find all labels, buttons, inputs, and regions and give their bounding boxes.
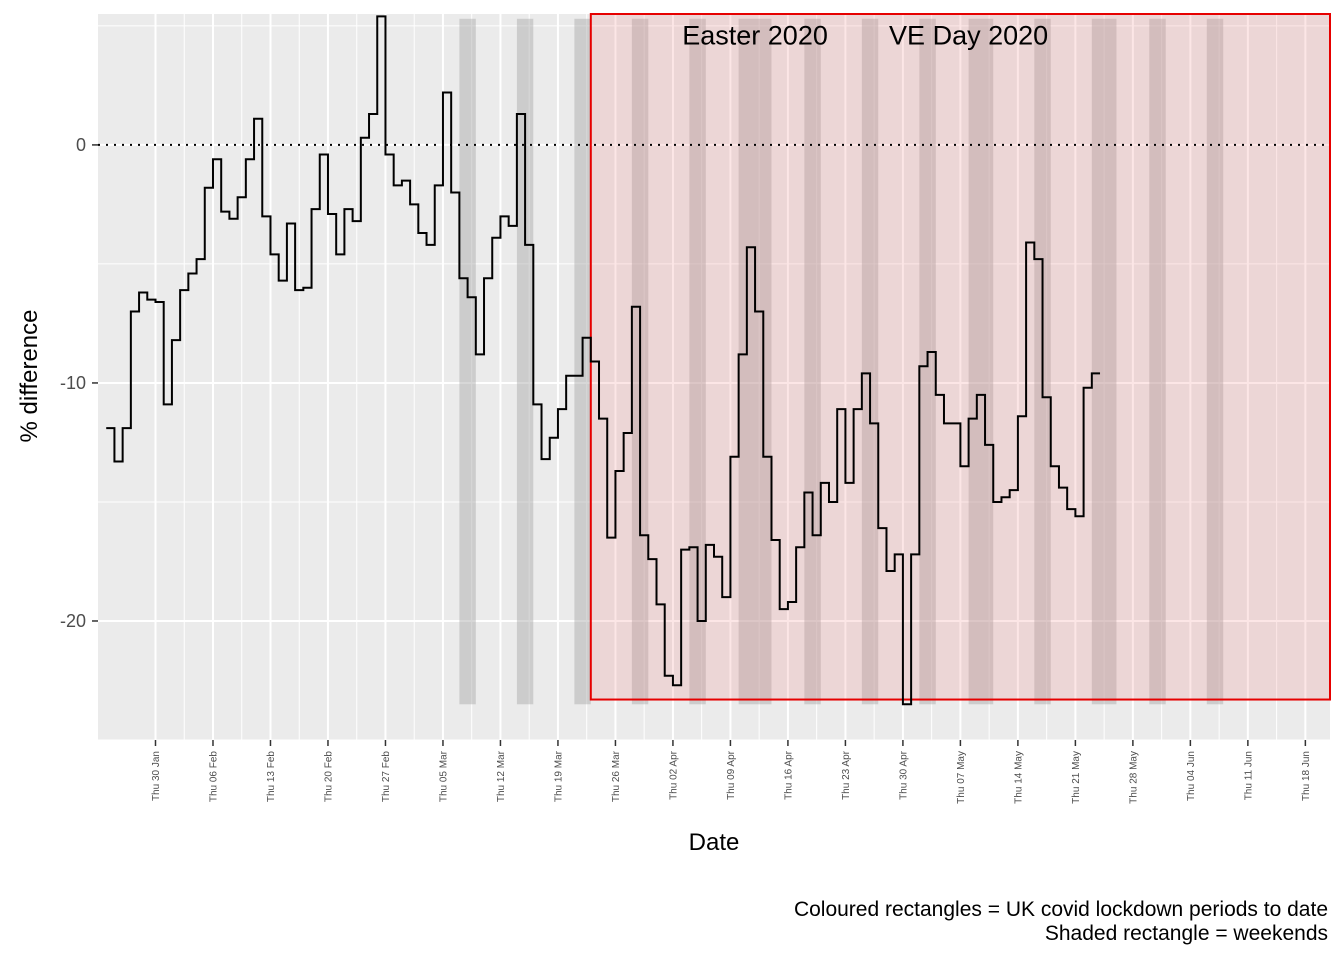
annotations: Easter 2020 VE Day 2020 xyxy=(682,20,1048,50)
caption-line-1: Coloured rectangles = UK covid lockdown … xyxy=(794,898,1328,921)
weekend-rect xyxy=(1149,18,1166,705)
weekend-rect xyxy=(738,18,772,705)
x-tick-label: Thu 11 Jun xyxy=(1243,751,1254,800)
y-axis: 0 -10 -20 xyxy=(60,135,98,631)
weekend-rect xyxy=(861,18,879,705)
caption-line-2: Shaded rectangle = weekends xyxy=(1045,922,1328,945)
x-tick-label: Thu 30 Jan xyxy=(151,751,162,801)
minor-gridlines xyxy=(98,14,1330,741)
y-tick-label: 0 xyxy=(76,135,86,155)
weekend-rect xyxy=(689,18,706,705)
y-axis-title: % difference xyxy=(16,310,43,443)
weekend-rect xyxy=(804,18,821,705)
x-tick-label: Thu 16 Apr xyxy=(783,750,794,800)
x-tick-label: Thu 12 Mar xyxy=(496,750,507,802)
x-tick-label: Thu 13 Feb xyxy=(266,751,277,803)
x-axis: Thu 30 Jan Thu 06 Feb Thu 13 Feb Thu 20 Feb… xyxy=(151,740,1312,804)
x-tick-label: Thu 05 Mar xyxy=(438,750,449,802)
x-tick-label: Thu 20 Feb xyxy=(323,751,334,803)
x-tick-label: Thu 21 May xyxy=(1071,751,1082,804)
y-tick-label: -20 xyxy=(60,611,86,631)
x-tick-label: Thu 27 Feb xyxy=(381,751,392,803)
weekend-rect xyxy=(1206,18,1224,705)
y-tick-label: -10 xyxy=(60,373,86,393)
x-axis-title: Date xyxy=(689,829,740,856)
x-tick-label: Thu 19 Mar xyxy=(553,750,564,802)
x-tick-label: Thu 06 Feb xyxy=(208,751,219,803)
plot-panel xyxy=(98,14,1330,740)
x-tick-label: Thu 30 Apr xyxy=(898,750,909,800)
series-step-line xyxy=(106,15,1101,706)
x-tick-label: Thu 23 Apr xyxy=(841,750,852,800)
weekend-rect xyxy=(968,18,994,705)
lockdown-rectangle xyxy=(589,13,1331,701)
weekend-rect xyxy=(516,18,534,705)
x-tick-label: Thu 09 Apr xyxy=(726,750,737,800)
x-tick-label: Thu 14 May xyxy=(1013,751,1024,804)
x-tick-label: Thu 02 Apr xyxy=(668,750,679,800)
annotation-label: VE Day 2020 xyxy=(889,20,1048,50)
x-tick-label: Thu 04 Jun xyxy=(1186,751,1197,801)
annotation-label: Easter 2020 xyxy=(682,20,828,50)
x-tick-label: Thu 07 May xyxy=(956,751,967,804)
weekend-rect xyxy=(459,18,476,705)
x-tick-label: Thu 26 Mar xyxy=(611,750,622,802)
x-tick-label: Thu 28 May xyxy=(1128,751,1139,804)
x-tick-label: Thu 18 Jun xyxy=(1301,751,1312,801)
weekend-rect xyxy=(1091,18,1117,705)
